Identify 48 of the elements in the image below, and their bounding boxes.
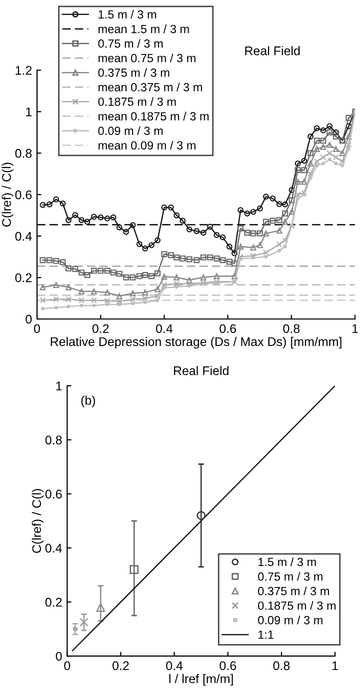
y-tick-label: 0.2 [45, 598, 62, 607]
legend-label: 0.375 m / 3 m [98, 68, 170, 77]
y-tick-label: 0 [26, 314, 32, 324]
x-tick-label: 1 [332, 661, 338, 670]
legend-label: mean 0.09 m / 3 m [98, 140, 196, 150]
chart-title: Real Field [245, 46, 300, 56]
y-tick-label: 1.2 [16, 66, 32, 75]
y-tick-label: 0.6 [45, 490, 62, 499]
legend-label: 0.09 m / 3 m [98, 126, 163, 136]
y-axis-title: C(lref) / C(l) [2, 162, 14, 227]
y-tick-label: 0.4 [15, 232, 32, 241]
annotation: (b) [81, 396, 96, 408]
legend-label: 0.75 m / 3 m [98, 39, 163, 48]
legend-label: 0.09 m / 3 m [258, 616, 322, 624]
x-tick-label: 0.8 [273, 661, 290, 670]
legend-label: mean 0.1875 m / 3 m [98, 112, 209, 120]
legend-label: mean 0.375 m / 3 m [98, 82, 202, 92]
x-tick-label: 1 [352, 324, 358, 333]
x-axis-title: Relative Depression storage (Ds / Max Ds) [mm/mm] [50, 336, 342, 349]
x-tick-label: 0.4 [156, 324, 173, 334]
legend-label: mean 0.75 m / 3 m [98, 54, 196, 62]
x-tick-label: 0.2 [92, 324, 109, 334]
y-tick-label: 0.8 [15, 148, 32, 158]
legend-label: 0.375 m / 3 m [258, 586, 329, 596]
y-axis-title: C(lref) / C(l) [32, 489, 44, 553]
x-tick-label: 0 [64, 661, 70, 670]
legend-label: 0.75 m / 3 m [258, 572, 322, 581]
y-tick-label: 1 [26, 108, 32, 116]
legend-label: 1.5 m / 3 m [98, 10, 156, 19]
y-tick-label: 0.6 [15, 190, 32, 200]
y-tick-label: 0.8 [45, 436, 62, 444]
x-tick-label: 0.6 [220, 661, 236, 670]
x-tick-label: 0.6 [220, 324, 236, 334]
y-tick-label: 1 [56, 382, 62, 390]
y-tick-label: 0 [56, 652, 62, 661]
legend-label: 1:1 [258, 630, 274, 639]
legend-label: 1.5 m / 3 m [258, 557, 316, 566]
x-tick-label: 0.8 [283, 324, 300, 334]
legend-label: mean 1.5 m / 3 m [98, 24, 189, 34]
x-axis-title: l / lref [m/m] [169, 674, 233, 686]
chart-title: Real Field [174, 366, 228, 376]
x-tick-label: 0 [34, 324, 40, 334]
x-tick-label: 0.2 [112, 661, 129, 670]
y-tick-label: 0.2 [15, 273, 32, 282]
y-tick-label: 0.4 [45, 544, 62, 553]
x-tick-label: 0.4 [166, 661, 183, 670]
legend-label: 0.1875 m / 3 m [98, 97, 176, 106]
legend-label: 0.1875 m / 3 m [258, 601, 336, 610]
